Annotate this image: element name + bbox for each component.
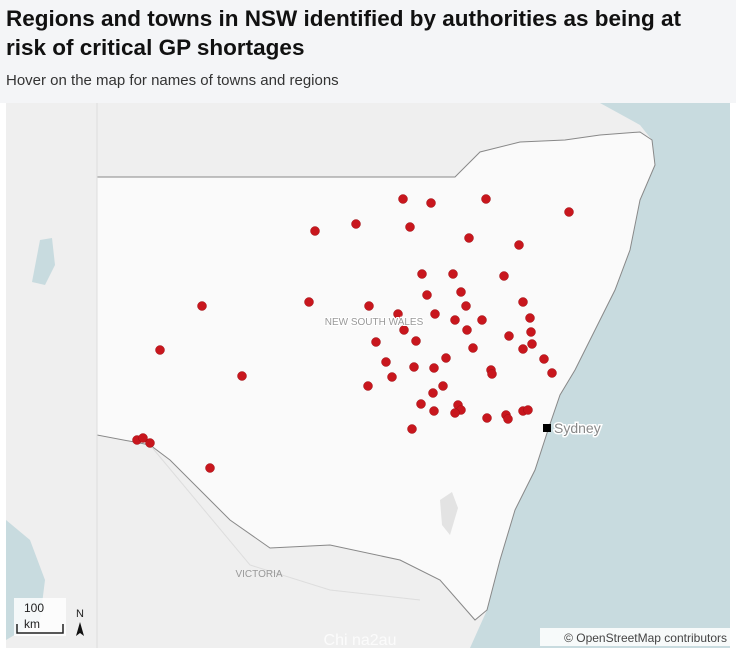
town-marker[interactable] bbox=[237, 371, 247, 381]
town-marker[interactable] bbox=[351, 219, 361, 229]
north-label: N bbox=[76, 608, 84, 620]
town-marker[interactable] bbox=[526, 327, 536, 337]
town-marker[interactable] bbox=[547, 368, 557, 378]
town-marker[interactable] bbox=[387, 372, 397, 382]
town-marker[interactable] bbox=[155, 345, 165, 355]
town-marker[interactable] bbox=[405, 222, 415, 232]
town-marker[interactable] bbox=[304, 297, 314, 307]
town-marker[interactable] bbox=[461, 301, 471, 311]
town-marker[interactable] bbox=[430, 309, 440, 319]
title: Regions and towns in NSW identified by a… bbox=[6, 6, 682, 60]
town-marker[interactable] bbox=[462, 325, 472, 335]
town-marker[interactable] bbox=[523, 405, 533, 415]
town-markers bbox=[132, 194, 574, 473]
city-label: Sydney bbox=[554, 420, 601, 436]
town-marker[interactable] bbox=[426, 198, 436, 208]
scale-box bbox=[14, 598, 66, 636]
town-marker[interactable] bbox=[416, 399, 426, 409]
lake bbox=[32, 238, 55, 285]
header: Regions and towns in NSW identified by a… bbox=[0, 0, 736, 103]
town-marker[interactable] bbox=[371, 337, 381, 347]
town-marker[interactable] bbox=[514, 240, 524, 250]
town-marker[interactable] bbox=[499, 271, 509, 281]
scale-unit: km bbox=[24, 617, 40, 631]
town-marker[interactable] bbox=[464, 233, 474, 243]
scale-bar bbox=[16, 624, 64, 634]
north-arrow bbox=[76, 622, 84, 636]
watermark: Chi na2au bbox=[324, 632, 397, 648]
town-marker[interactable] bbox=[450, 408, 460, 418]
sea bbox=[470, 103, 730, 648]
town-marker[interactable] bbox=[477, 315, 487, 325]
town-marker[interactable] bbox=[482, 413, 492, 423]
neighbor-label: VICTORIA bbox=[235, 569, 282, 580]
town-marker[interactable] bbox=[527, 339, 537, 349]
town-marker[interactable] bbox=[518, 297, 528, 307]
town-marker[interactable] bbox=[429, 363, 439, 373]
sydney-marker bbox=[543, 424, 551, 432]
region-label: NEW SOUTH WALES bbox=[325, 317, 424, 328]
scale-value: 100 bbox=[24, 601, 44, 615]
town-marker[interactable] bbox=[429, 406, 439, 416]
town-marker[interactable] bbox=[310, 226, 320, 236]
town-marker[interactable] bbox=[364, 301, 374, 311]
town-marker[interactable] bbox=[145, 438, 155, 448]
borders bbox=[96, 103, 421, 648]
attribution-box bbox=[540, 628, 730, 646]
town-marker[interactable] bbox=[438, 381, 448, 391]
town-marker[interactable] bbox=[525, 313, 535, 323]
town-marker[interactable] bbox=[399, 325, 409, 335]
town-marker[interactable] bbox=[197, 301, 207, 311]
town-marker[interactable] bbox=[456, 287, 466, 297]
town-marker[interactable] bbox=[450, 315, 460, 325]
town-marker[interactable] bbox=[398, 194, 408, 204]
town-marker[interactable] bbox=[539, 354, 549, 364]
town-marker[interactable] bbox=[518, 344, 528, 354]
town-marker[interactable] bbox=[205, 463, 215, 473]
town-marker[interactable] bbox=[564, 207, 574, 217]
town-marker[interactable] bbox=[407, 424, 417, 434]
act bbox=[440, 492, 458, 535]
town-marker[interactable] bbox=[138, 433, 148, 443]
town-marker[interactable] bbox=[448, 269, 458, 279]
town-marker[interactable] bbox=[409, 362, 419, 372]
town-marker[interactable] bbox=[428, 388, 438, 398]
town-marker[interactable] bbox=[417, 269, 427, 279]
town-marker[interactable] bbox=[411, 336, 421, 346]
town-marker[interactable] bbox=[363, 381, 373, 391]
town-marker[interactable] bbox=[381, 357, 391, 367]
town-marker[interactable] bbox=[504, 331, 514, 341]
town-marker[interactable] bbox=[393, 309, 403, 319]
town-marker[interactable] bbox=[422, 290, 432, 300]
town-marker[interactable] bbox=[503, 414, 513, 424]
town-marker[interactable] bbox=[487, 369, 497, 379]
subtitle: Hover on the map for names of towns and … bbox=[6, 72, 339, 89]
town-marker[interactable] bbox=[468, 343, 478, 353]
attribution[interactable]: © OpenStreetMap contributors bbox=[564, 631, 727, 645]
town-marker[interactable] bbox=[441, 353, 451, 363]
map[interactable]: Sydney NEW SOUTH WALES VICTORIA 100 km N… bbox=[6, 103, 730, 648]
town-marker[interactable] bbox=[481, 194, 491, 204]
